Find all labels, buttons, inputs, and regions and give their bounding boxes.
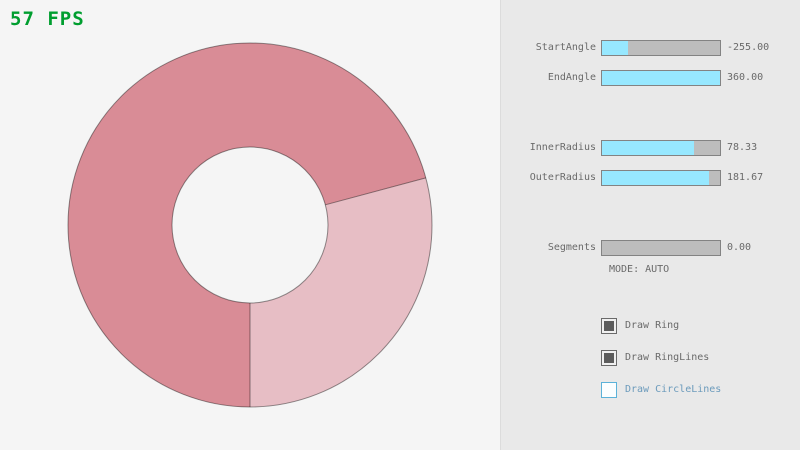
innerradius-slider[interactable] <box>601 140 721 156</box>
checkbox-row-draw-ring: Draw Ring <box>501 318 800 334</box>
slider-row-endangle: EndAngle 360.00 <box>501 70 800 86</box>
fps-counter: 57 FPS <box>10 8 85 30</box>
outerradius-label: OuterRadius <box>529 172 596 183</box>
innerradius-label: InnerRadius <box>529 142 596 153</box>
ring-segment-line <box>325 177 426 206</box>
outerradius-slider[interactable] <box>601 170 721 186</box>
segments-label: Segments <box>547 242 596 253</box>
draw-ring-label: Draw Ring <box>625 320 680 331</box>
slider-row-segments: Segments 0.00 <box>501 240 800 256</box>
draw-ring-checkbox[interactable] <box>601 318 617 334</box>
segments-slider[interactable] <box>601 240 721 256</box>
startangle-slider-fill <box>602 41 628 55</box>
startangle-slider[interactable] <box>601 40 721 56</box>
endangle-value: 360.00 <box>727 72 764 83</box>
startangle-value: -255.00 <box>727 42 770 53</box>
outerradius-slider-fill <box>602 171 710 185</box>
outerradius-value: 181.67 <box>727 172 764 183</box>
startangle-label: StartAngle <box>535 42 596 53</box>
segments-value: 0.00 <box>727 242 752 253</box>
ring-outline <box>171 146 329 304</box>
innerradius-value: 78.33 <box>727 142 758 153</box>
checkmark-icon <box>604 321 614 331</box>
checkbox-row-draw-circlelines: Draw CircleLines <box>501 382 800 398</box>
controls-panel: StartAngle -255.00 EndAngle 360.00 Inner… <box>500 0 800 450</box>
checkmark-icon <box>604 353 614 363</box>
slider-row-outerradius: OuterRadius 181.67 <box>501 170 800 186</box>
innerradius-slider-fill <box>602 141 695 155</box>
draw-circlelines-label: Draw CircleLines <box>625 384 722 395</box>
ring-segment <box>68 42 426 407</box>
endangle-label: EndAngle <box>547 72 596 83</box>
ring-chart <box>67 42 433 408</box>
endangle-slider-fill <box>602 71 720 85</box>
ring-segment <box>250 177 433 408</box>
draw-ringlines-checkbox[interactable] <box>601 350 617 366</box>
slider-row-startangle: StartAngle -255.00 <box>501 40 800 56</box>
mode-indicator: MODE: AUTO <box>609 264 670 275</box>
draw-circlelines-checkbox[interactable] <box>601 382 617 398</box>
ring-outline <box>67 42 433 408</box>
slider-row-innerradius: InnerRadius 78.33 <box>501 140 800 156</box>
draw-ringlines-label: Draw RingLines <box>625 352 710 363</box>
endangle-slider[interactable] <box>601 70 721 86</box>
checkbox-row-draw-ringlines: Draw RingLines <box>501 350 800 366</box>
